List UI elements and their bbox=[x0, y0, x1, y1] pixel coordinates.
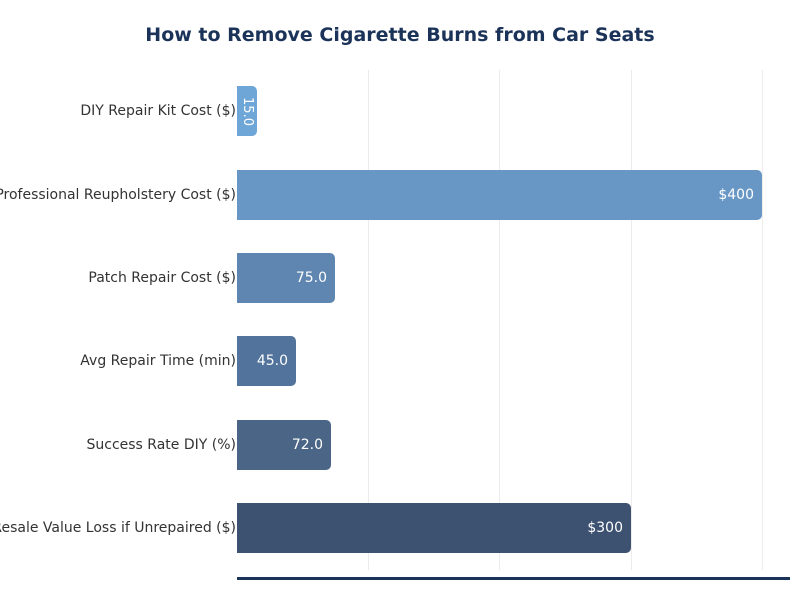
chart-title: How to Remove Cigarette Burns from Car S… bbox=[145, 24, 655, 46]
bar-resale-value-loss: $300 bbox=[237, 503, 631, 553]
category-label: DIY Repair Kit Cost ($) bbox=[80, 103, 236, 119]
category-label: Professional Reupholstery Cost ($) bbox=[0, 187, 236, 203]
bar-diy-kit-cost: 15.0 bbox=[237, 86, 257, 136]
bar-value-label: 72.0 bbox=[291, 437, 323, 453]
x-axis-line bbox=[237, 577, 790, 580]
bar-value-label: $400 bbox=[718, 187, 754, 203]
gridline bbox=[368, 70, 369, 570]
gridline bbox=[631, 70, 632, 570]
bar-patch-repair-cost: 75.0 bbox=[237, 253, 335, 303]
category-label: Resale Value Loss if Unrepaired ($) bbox=[0, 520, 236, 536]
bar-value-label: 45.0 bbox=[256, 353, 288, 369]
bar-avg-repair-time: 45.0 bbox=[237, 336, 296, 386]
bar-value-label: 15.0 bbox=[239, 96, 255, 126]
bar-success-rate-diy: 72.0 bbox=[237, 420, 331, 470]
gridline bbox=[762, 70, 763, 570]
bar-value-label: $300 bbox=[587, 520, 623, 536]
bar-value-label: 75.0 bbox=[295, 270, 327, 286]
category-label: Patch Repair Cost ($) bbox=[88, 270, 236, 286]
category-label: Success Rate DIY (%) bbox=[86, 437, 237, 453]
category-label: Avg Repair Time (min) bbox=[80, 353, 236, 369]
gridline bbox=[499, 70, 500, 570]
plot-area: 15.0 $400 75.0 45.0 72.0 $300 bbox=[237, 70, 790, 570]
bar-professional-reupholstery-cost: $400 bbox=[237, 170, 762, 220]
